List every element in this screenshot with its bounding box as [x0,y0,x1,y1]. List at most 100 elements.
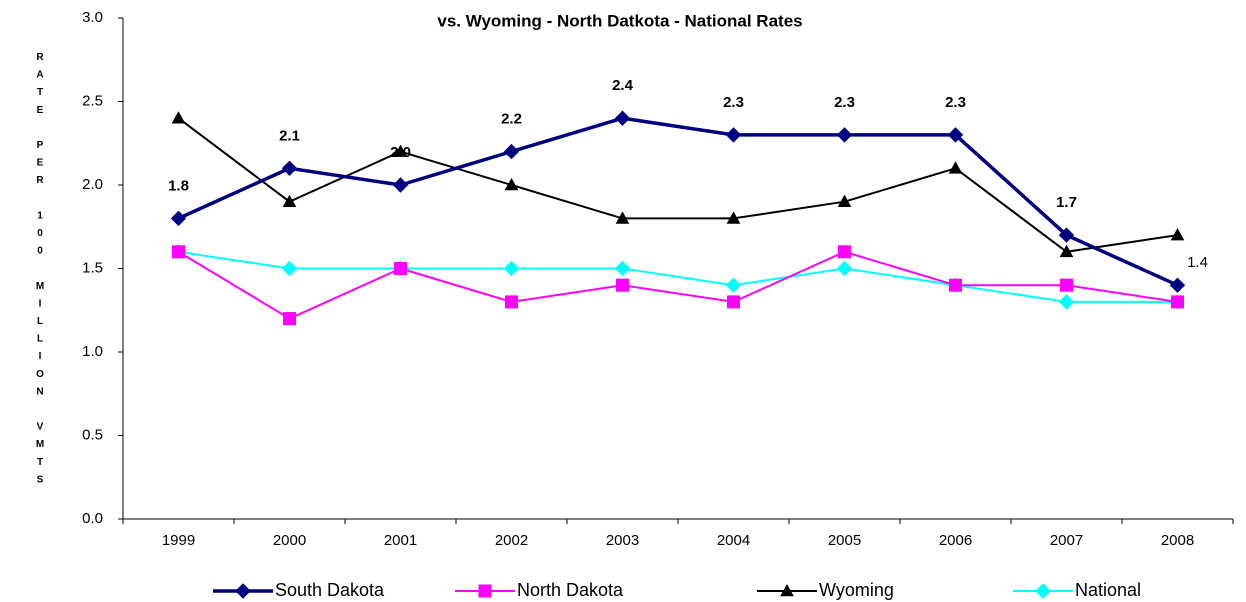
marker [836,260,853,277]
data-label: 2.0 [390,144,411,161]
legend-label: Wyoming [819,580,894,600]
marker [948,161,963,174]
x-tick-label: 2001 [384,532,417,549]
marker [393,144,408,157]
y-axis-label-char [39,404,42,415]
x-tick-label: 2002 [495,532,528,549]
x-tick-label: 2006 [939,532,972,549]
marker [1171,295,1184,309]
y-axis-label-char: R [36,52,44,63]
y-axis-label-char: L [37,316,43,327]
marker [614,260,631,277]
data-label: 2.4 [612,77,634,94]
x-tick-label: 2005 [828,532,861,549]
legend-label: North Dakota [517,580,624,600]
x-tick-label: 1999 [162,532,195,549]
data-label: 2.2 [501,111,522,128]
y-axis-label-char: R [36,175,44,186]
data-label: 2.3 [945,94,966,111]
x-tick-label: 2003 [606,532,639,549]
y-axis-label-char: N [36,386,43,397]
y-axis-label-char: S [37,474,44,485]
y-tick-label: 2.0 [82,176,103,193]
marker [836,127,853,143]
x-tick-label: 2007 [1050,532,1083,549]
marker [172,245,185,259]
series-line [177,117,1178,253]
marker [281,260,298,277]
marker [1058,227,1075,243]
marker [235,583,251,599]
data-label: 2.3 [834,94,855,111]
chart-title: vs. Wyoming - North Datkota - National R… [437,11,802,30]
marker [504,177,519,191]
y-axis-label-char [39,122,42,133]
y-axis-label-char: 1 [37,210,43,221]
marker [505,295,518,309]
marker [503,260,520,277]
y-tick-label: 1.0 [82,343,103,360]
marker [478,584,492,598]
marker [615,211,630,224]
data-label: 2.1 [279,127,300,144]
marker [949,278,962,292]
marker [614,110,631,126]
y-axis-label-char: T [37,87,43,98]
legend-label: National [1075,580,1141,600]
marker [725,277,742,293]
marker [1059,244,1074,258]
marker [171,111,186,124]
x-tick-label: 2008 [1161,532,1194,549]
marker [1060,278,1073,292]
y-axis-label-char: I [39,298,42,309]
marker [503,143,520,160]
series-line [177,116,1179,287]
y-tick-label: 3.0 [82,9,103,26]
y-tick-label: 2.5 [82,92,103,109]
series-line [177,250,1178,320]
y-tick-label: 1.5 [82,259,103,276]
marker [170,210,187,227]
y-axis-label-char: 0 [37,228,43,239]
marker [1035,583,1051,599]
y-axis-label-char [39,263,42,274]
marker [837,194,852,207]
y-axis-label-char [39,192,42,203]
y-tick-label: 0.5 [82,426,103,443]
marker [725,127,742,143]
marker [616,278,629,292]
marker [281,160,298,177]
marker [1058,294,1075,310]
marker [780,583,794,597]
marker [838,245,851,259]
y-axis-label-char: E [37,104,44,115]
y-axis-label-char: M [36,280,44,291]
marker [283,312,296,326]
marker [282,194,297,207]
marker [1169,277,1186,293]
marker [947,127,964,143]
marker [394,262,407,275]
data-label: 1.8 [168,177,189,194]
marker [727,295,740,309]
y-axis-label-char: O [36,368,44,379]
data-label: 2.3 [723,94,744,111]
y-axis-label-char: L [37,333,43,344]
marker [1170,228,1185,241]
y-axis-label-char: I [39,351,42,362]
x-tick-label: 2000 [273,532,306,549]
marker [726,211,741,224]
y-tick-label: 0.0 [82,510,103,527]
data-label: 1.7 [1056,194,1077,211]
y-axis-label-char: E [37,157,44,168]
y-axis-label-char: P [37,140,44,151]
data-label: 1.4 [1187,254,1208,271]
x-tick-label: 2004 [717,532,750,549]
marker [392,177,409,193]
y-axis-label-char: A [36,69,43,80]
y-axis-label-char: T [37,456,43,467]
series-line [178,250,1178,303]
y-axis-label-char: V [37,421,44,432]
